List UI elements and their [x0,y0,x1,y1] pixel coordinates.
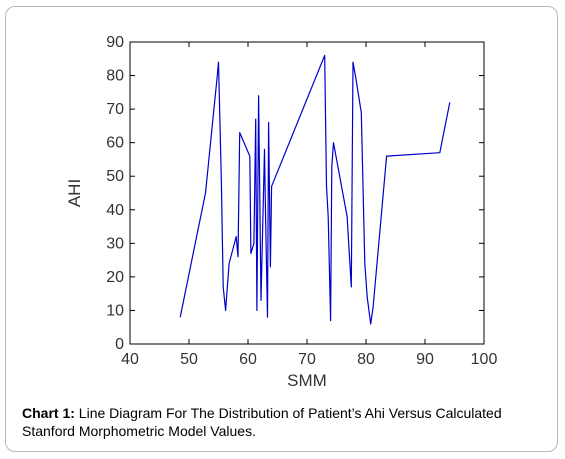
x-tick-label: 50 [180,351,198,368]
x-tick-label: 60 [239,351,257,368]
y-tick-label: 30 [106,235,124,252]
y-tick-label: 90 [106,34,124,51]
y-tick-label: 0 [115,336,124,353]
y-axis-title: AHI [65,179,84,207]
chart-caption: Chart 1: Line Diagram For The Distributi… [22,404,552,440]
caption-text: Line Diagram For The Distribution of Pat… [22,405,502,439]
x-axis-title: SMM [287,371,327,390]
y-tick-label: 70 [106,101,124,118]
plot-area [129,41,485,345]
y-tick-label: 40 [106,202,124,219]
y-tick-label: 50 [106,168,124,185]
x-tick-label: 90 [416,351,434,368]
y-tick-label: 20 [106,269,124,286]
figure-frame [5,6,558,452]
x-tick-label: 40 [121,351,139,368]
x-tick-label: 80 [357,351,375,368]
caption-label: Chart 1: [22,405,75,421]
y-tick-label: 60 [106,135,124,152]
y-tick-label: 10 [106,302,124,319]
line-chart: 40 50 60 70 80 90 100 0 10 20 30 40 50 60 70 80 90 SMM A… [65,34,498,390]
x-tick-label: 100 [471,351,498,368]
y-tick-label: 80 [106,68,124,85]
series-line [179,54,451,325]
x-tick-label: 70 [298,351,316,368]
